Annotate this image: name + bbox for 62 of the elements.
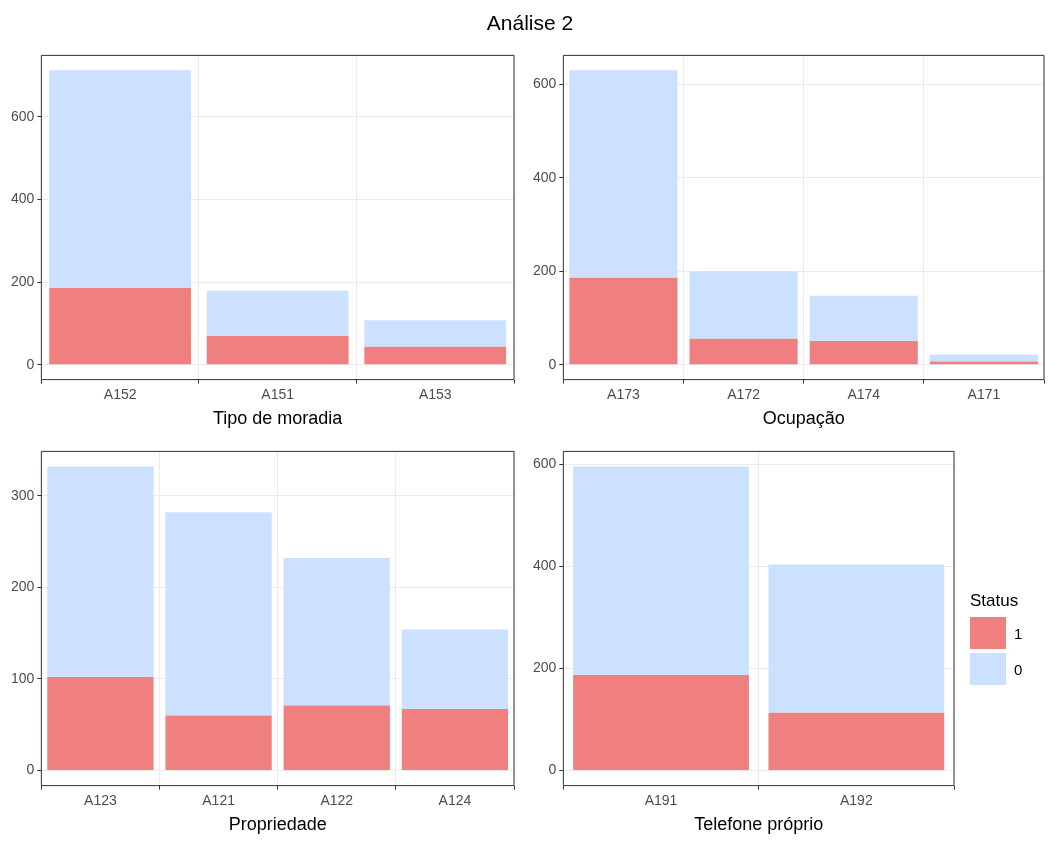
x-axis-title: Ocupação xyxy=(762,408,845,429)
x-tick-label: A121 xyxy=(202,791,236,808)
bar xyxy=(206,290,349,336)
y-tick-label: 600 xyxy=(11,107,35,124)
x-tick-label: A123 xyxy=(84,791,117,808)
bar xyxy=(364,346,507,365)
y-tick-label: 600 xyxy=(533,75,557,92)
legend-label: 0 xyxy=(1014,660,1023,678)
bar xyxy=(569,70,678,278)
bar xyxy=(364,320,507,347)
bar xyxy=(573,466,749,676)
legend-label: 1 xyxy=(1014,624,1023,642)
y-tick-label: 300 xyxy=(11,486,35,503)
bar xyxy=(401,629,509,710)
y-tick-label: 600 xyxy=(533,455,557,472)
chart-title: Análise 2 xyxy=(485,10,575,36)
bar xyxy=(689,271,798,339)
bar xyxy=(47,677,154,770)
bar xyxy=(401,709,509,770)
x-axis-title: Tipo de moradia xyxy=(212,408,344,429)
legend-title: Status xyxy=(970,591,1020,611)
x-tick-label: A124 xyxy=(438,791,472,808)
y-tick-label: 400 xyxy=(11,190,35,207)
bar xyxy=(165,512,272,716)
x-tick-label: A191 xyxy=(644,791,678,808)
x-axis-title: Telefone próprio xyxy=(694,814,824,835)
x-tick-label: A171 xyxy=(967,385,1001,402)
x-tick-label: A122 xyxy=(320,791,354,808)
bar xyxy=(47,466,154,678)
bar xyxy=(573,675,749,770)
x-tick-label: A153 xyxy=(418,385,452,402)
bar xyxy=(283,705,390,770)
y-tick-label: 200 xyxy=(11,273,35,290)
x-axis-title: Propriedade xyxy=(228,814,327,835)
y-tick-label: 400 xyxy=(533,557,557,574)
y-tick-label: 0 xyxy=(26,761,35,778)
y-tick-label: 0 xyxy=(548,355,557,372)
y-tick-label: 200 xyxy=(533,659,557,676)
bar xyxy=(283,558,390,706)
y-tick-label: 0 xyxy=(26,355,35,372)
y-tick-label: 100 xyxy=(11,669,35,686)
x-tick-label: A174 xyxy=(847,385,881,402)
bar xyxy=(768,712,945,770)
bar xyxy=(49,70,192,288)
x-tick-label: A152 xyxy=(103,385,137,402)
bar xyxy=(49,287,192,365)
bar xyxy=(206,335,349,365)
bar xyxy=(809,341,918,365)
bar xyxy=(689,338,798,365)
y-tick-label: 200 xyxy=(11,578,35,595)
y-tick-label: 400 xyxy=(533,168,557,185)
bar xyxy=(809,295,918,342)
x-tick-label: A151 xyxy=(261,385,295,402)
bar xyxy=(768,564,945,713)
x-tick-label: A172 xyxy=(727,385,761,402)
y-tick-label: 200 xyxy=(533,262,557,279)
y-tick-label: 0 xyxy=(548,761,557,778)
x-tick-label: A192 xyxy=(839,791,873,808)
x-tick-label: A173 xyxy=(607,385,640,402)
bar xyxy=(929,354,1038,362)
bar xyxy=(569,277,678,365)
bar xyxy=(165,715,272,770)
